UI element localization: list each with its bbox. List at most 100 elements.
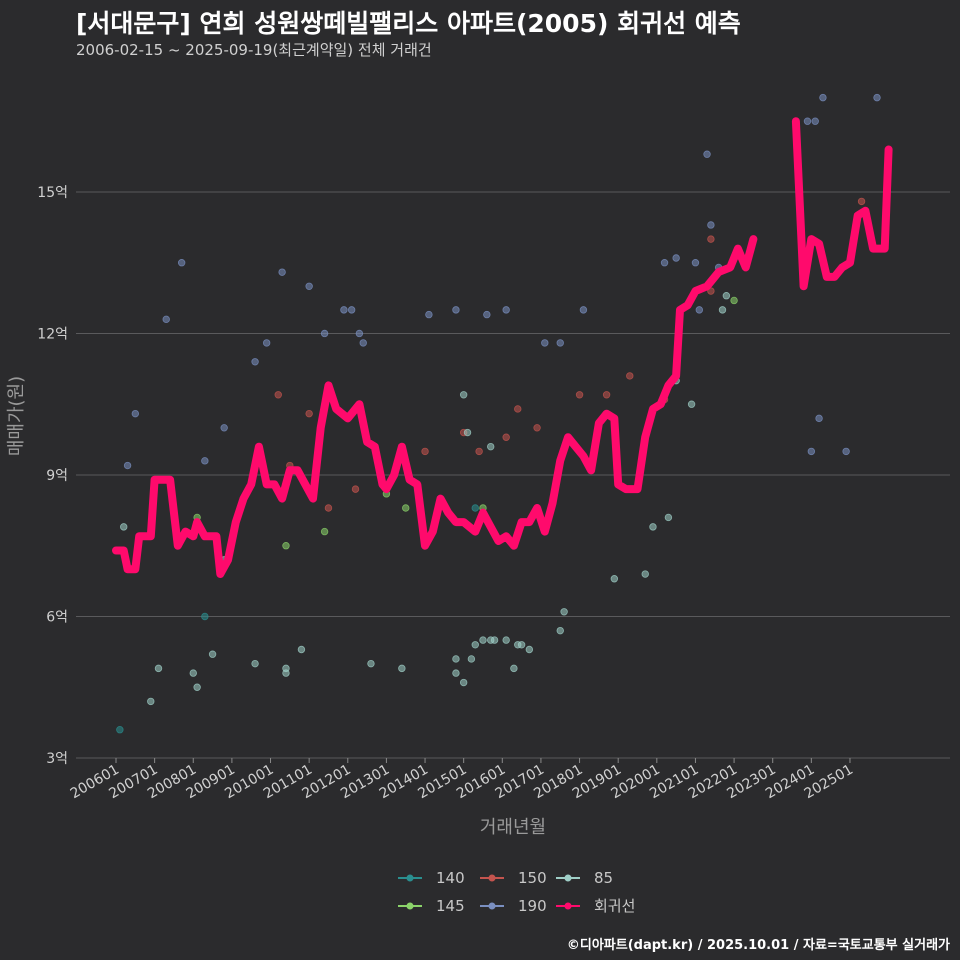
legend-item-140: 140 [398, 869, 465, 887]
point-190 [483, 310, 491, 319]
point-85 [560, 608, 568, 616]
y-tick-labels: 3억 6억 9억 12억 15억 [37, 185, 68, 767]
point-85 [459, 678, 468, 687]
y-tick-label: 9억 [46, 468, 68, 484]
point-85 [452, 655, 460, 663]
point-190 [541, 339, 549, 347]
y-tick-label: 15억 [37, 185, 68, 201]
point-190 [177, 259, 186, 267]
point-190 [123, 461, 132, 470]
point-85 [610, 575, 619, 583]
point-85 [282, 664, 290, 673]
point-150 [351, 485, 360, 493]
point-85 [649, 523, 657, 531]
point-85 [510, 664, 518, 673]
point-150 [707, 235, 715, 243]
point-190 [201, 457, 209, 465]
point-150 [274, 391, 282, 399]
point-190 [842, 447, 850, 456]
point-190 [162, 315, 170, 324]
legend-item-145: 145 [398, 897, 465, 915]
point-190 [703, 150, 711, 158]
point-85 [479, 636, 487, 644]
point-85 [154, 664, 163, 673]
point-140 [201, 612, 209, 621]
regression-segment-0 [112, 235, 758, 578]
point-190 [131, 409, 140, 418]
chart-title: [서대문구] 연희 성원쌍떼빌팰리스 아파트(2005) 회귀선 예측 [76, 9, 741, 38]
x-axis-label: 거래년월 [480, 817, 546, 838]
legend-label: 150 [518, 869, 547, 887]
point-85 [502, 636, 510, 644]
point-150 [475, 447, 483, 456]
point-190 [452, 306, 460, 314]
point-145 [282, 542, 290, 550]
point-190 [579, 306, 588, 314]
regression-line [112, 117, 893, 578]
point-85 [189, 669, 197, 677]
data-points [116, 93, 881, 734]
point-150 [533, 424, 541, 432]
point-190 [347, 306, 356, 314]
point-85 [463, 428, 472, 437]
point-85 [297, 645, 306, 654]
legend: 140 150 85 145 190 회귀선 [398, 869, 635, 915]
point-190 [807, 447, 816, 456]
point-150 [602, 391, 611, 399]
legend-swatch-dot [406, 902, 414, 910]
point-190 [803, 117, 812, 125]
legend-item-150: 150 [480, 869, 547, 887]
point-85 [722, 292, 731, 300]
point-150 [305, 409, 313, 418]
point-190 [691, 259, 700, 267]
point-190 [340, 306, 348, 314]
point-85 [208, 650, 217, 658]
point-85 [452, 669, 460, 677]
legend-swatch-dot [488, 874, 496, 882]
legend-label: 85 [594, 869, 613, 887]
legend-label: 140 [436, 869, 465, 887]
point-190 [707, 221, 715, 229]
point-85 [487, 442, 495, 451]
y-axis-label: 매매가(원) [6, 376, 27, 456]
point-85 [459, 391, 468, 399]
point-85 [490, 636, 499, 644]
legend-swatch-dot [488, 902, 496, 910]
point-140 [471, 504, 479, 512]
legend-item-회귀선: 회귀선 [556, 897, 635, 915]
point-190 [556, 339, 564, 347]
regression-segment-1 [791, 117, 893, 291]
point-150 [421, 447, 429, 456]
point-190 [815, 414, 823, 423]
point-140 [116, 725, 124, 734]
point-85 [251, 659, 259, 668]
point-190 [251, 358, 259, 366]
point-190 [425, 310, 433, 319]
legend-swatch-dot [406, 874, 414, 882]
legend-label: 회귀선 [594, 897, 635, 915]
x-tick-labels: 2006012007012008012009012010012011012012… [68, 758, 856, 802]
point-145 [402, 504, 410, 512]
point-85 [687, 400, 696, 408]
point-190 [320, 329, 329, 338]
point-150 [857, 197, 866, 206]
point-190 [359, 339, 367, 347]
legend-label: 190 [518, 897, 547, 915]
point-190 [220, 424, 228, 432]
point-150 [626, 372, 634, 380]
legend-swatch-dot [564, 874, 572, 882]
point-85 [664, 513, 673, 522]
point-150 [502, 433, 510, 441]
point-190 [305, 282, 313, 290]
point-85 [556, 626, 564, 635]
point-190 [811, 117, 819, 125]
point-85 [641, 570, 649, 578]
point-85 [471, 641, 479, 649]
point-85 [718, 306, 727, 314]
point-190 [672, 254, 680, 262]
scatter-chart: 3억 6억 9억 12억 15억 200601200701200801200901201… [6, 93, 950, 915]
point-190 [262, 339, 271, 347]
point-145 [730, 296, 738, 305]
point-190 [660, 259, 669, 267]
point-85 [147, 697, 155, 706]
